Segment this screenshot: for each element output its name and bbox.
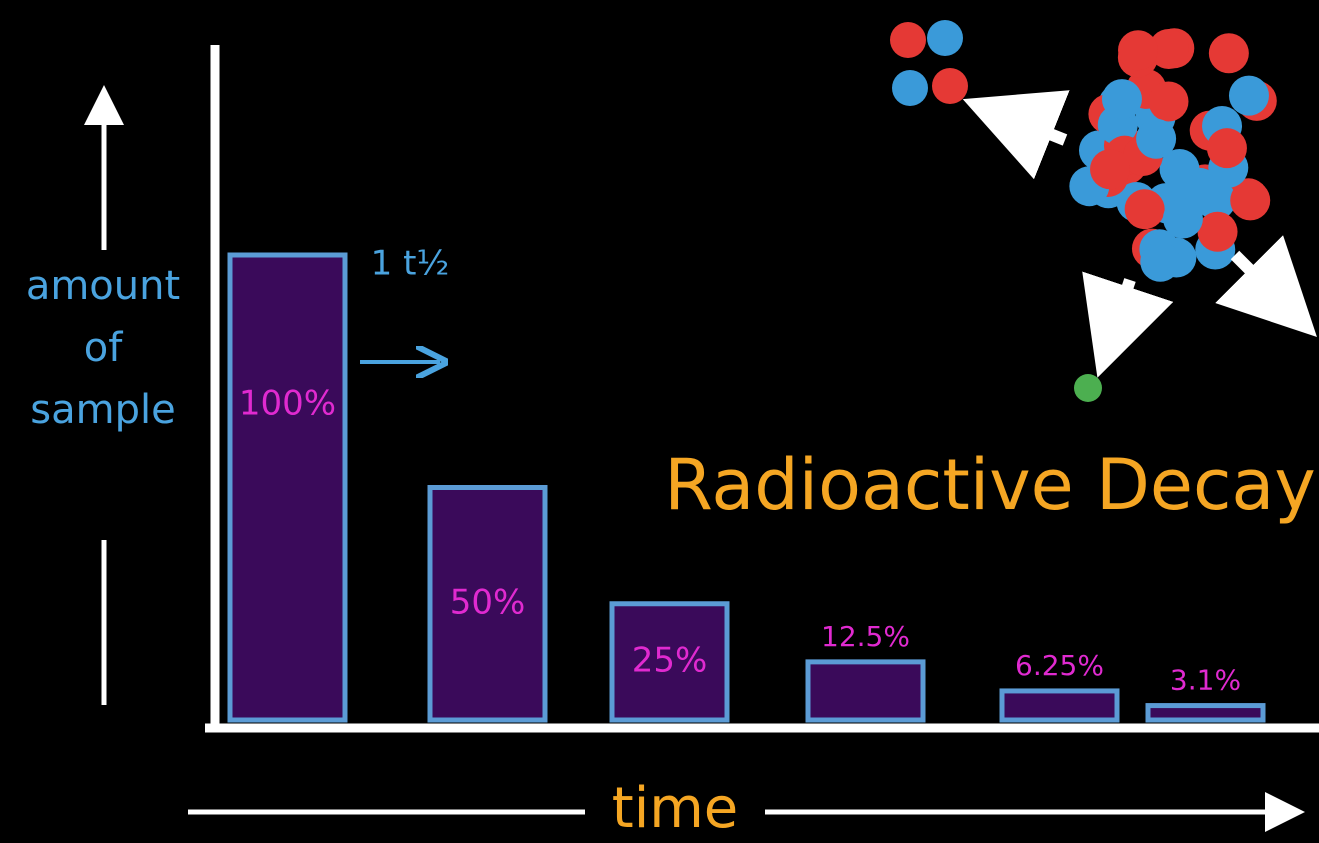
nucleon bbox=[1136, 118, 1177, 159]
neutron bbox=[927, 20, 963, 56]
nucleon bbox=[1148, 28, 1189, 69]
nucleon bbox=[1162, 198, 1203, 239]
bar bbox=[609, 601, 730, 723]
bar bbox=[427, 485, 548, 723]
nucleon bbox=[1230, 180, 1271, 221]
value-label: 6.25% bbox=[1015, 649, 1104, 682]
nucleon bbox=[1101, 79, 1142, 120]
nucleon bbox=[1118, 30, 1159, 71]
value-label: 50% bbox=[450, 582, 526, 622]
x-label: time bbox=[612, 776, 739, 841]
value-label: 12.5% bbox=[821, 620, 910, 653]
annotation: 1 t½ bbox=[371, 244, 450, 284]
bar bbox=[805, 659, 926, 723]
proton bbox=[890, 22, 926, 58]
bar bbox=[227, 252, 348, 723]
electron bbox=[1074, 374, 1102, 402]
value-label: 100% bbox=[239, 384, 336, 424]
value-label: 3.1% bbox=[1170, 664, 1241, 697]
nucleon bbox=[1090, 149, 1131, 190]
emission-arrow bbox=[1215, 235, 1317, 337]
emission-arrow bbox=[1082, 271, 1174, 378]
emission-arrow bbox=[962, 90, 1070, 180]
nucleon bbox=[1179, 167, 1220, 208]
nucleon bbox=[1206, 128, 1247, 169]
nucleon bbox=[1228, 75, 1269, 116]
neutron bbox=[892, 70, 928, 106]
value-label: 25% bbox=[632, 640, 708, 680]
nucleon bbox=[1208, 33, 1249, 74]
nucleon bbox=[1124, 189, 1165, 230]
nucleon bbox=[1140, 241, 1181, 282]
bar bbox=[1145, 703, 1266, 723]
nucleon bbox=[1148, 81, 1189, 122]
nucleus-illustration bbox=[1069, 28, 1277, 282]
chart-title: Radioactive Decay bbox=[664, 444, 1316, 526]
bar bbox=[999, 688, 1120, 723]
y-label: amount of sample bbox=[25, 263, 181, 433]
nucleon bbox=[1197, 211, 1238, 252]
proton bbox=[932, 68, 968, 104]
